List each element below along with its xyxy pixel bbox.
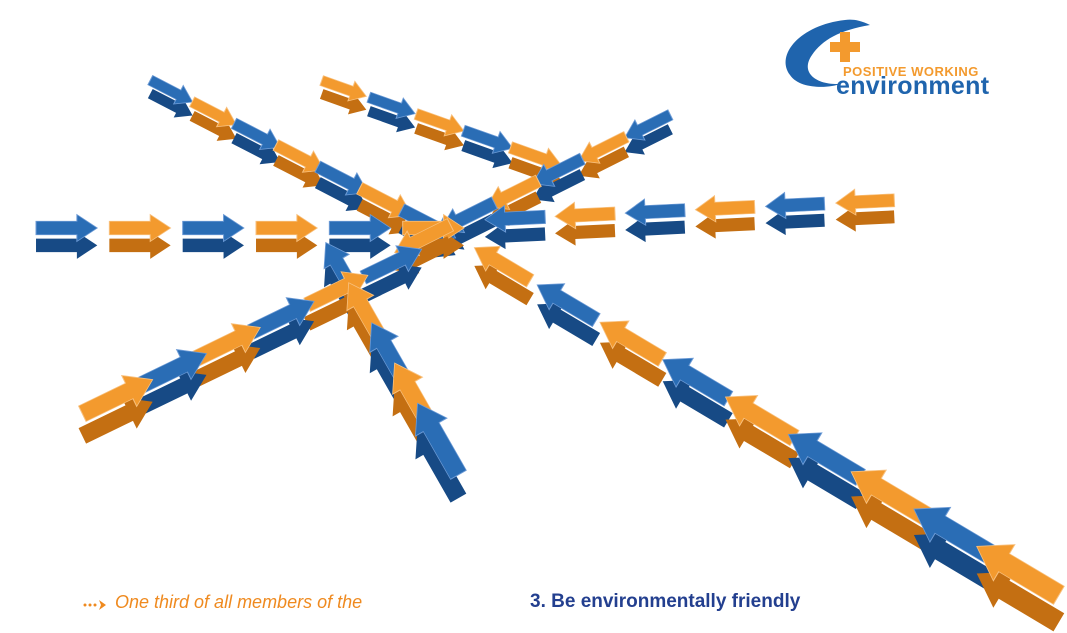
arrow: [256, 215, 317, 242]
body-text: One third of all members of the: [115, 592, 362, 613]
arrow: [109, 232, 170, 259]
bullet-arrow: [83, 598, 111, 612]
arrow: [36, 232, 97, 259]
page: POSITIVE WORKING environment One third o…: [0, 0, 1067, 633]
arrow: [256, 232, 317, 259]
arrow: [36, 215, 97, 242]
arrow: [109, 215, 170, 242]
arrow: [183, 215, 244, 242]
arrows: [36, 71, 1067, 633]
section-heading: 3. Be environmentally friendly: [530, 591, 800, 613]
arrow: [183, 232, 244, 259]
logo-line2: environment: [836, 72, 989, 101]
